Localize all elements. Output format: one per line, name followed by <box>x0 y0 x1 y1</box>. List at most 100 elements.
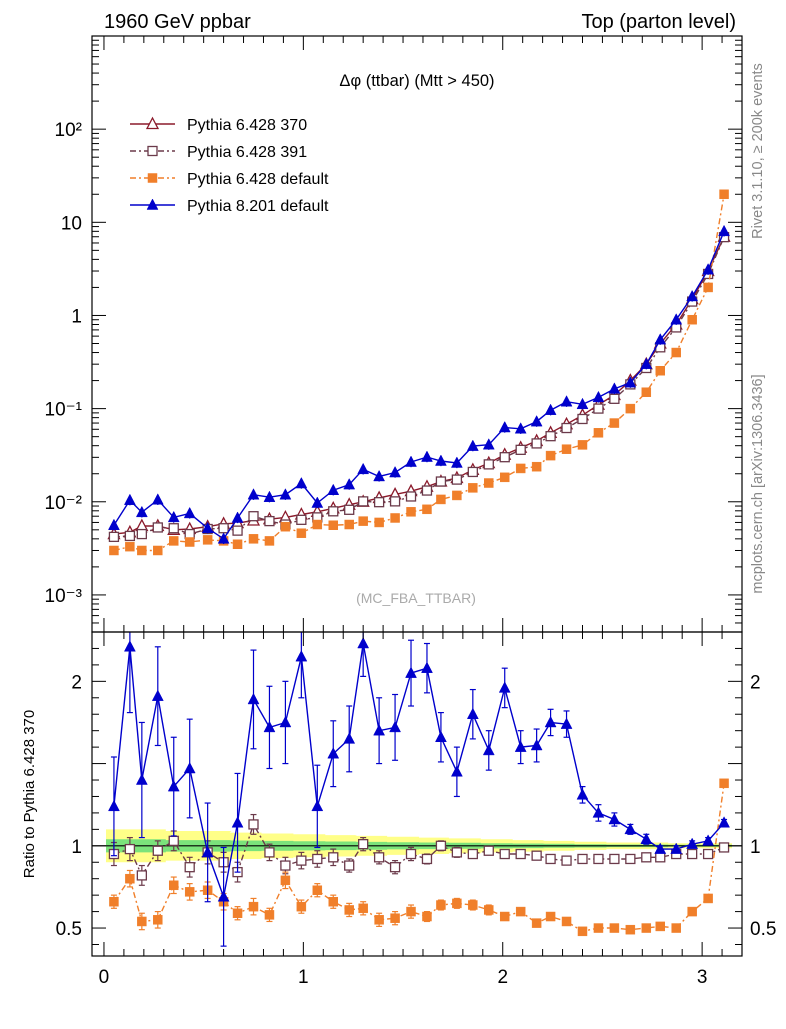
series-line <box>113 236 725 538</box>
ratio-point <box>515 848 526 860</box>
ratio-point <box>576 788 589 800</box>
ratio-point <box>544 715 557 728</box>
data-point <box>248 534 259 544</box>
data-point <box>482 438 495 450</box>
ratio-point <box>374 915 384 925</box>
data-point <box>136 528 147 540</box>
data-point <box>328 520 339 530</box>
ratio-y-tick-label: 0.5 <box>56 919 82 940</box>
ratio-point <box>358 903 368 914</box>
ratio-point <box>405 848 417 860</box>
ratio-point <box>327 747 340 759</box>
ratio-point <box>467 848 478 860</box>
ratio-point <box>687 906 697 917</box>
data-point <box>374 517 384 528</box>
ratio-point <box>184 862 195 873</box>
data-point <box>544 403 557 415</box>
data-point <box>499 452 510 463</box>
legend-marker <box>146 198 159 210</box>
data-point <box>183 506 196 519</box>
y-tick-label: 10⁻³ <box>45 586 83 607</box>
data-point <box>530 415 543 427</box>
ratio-point <box>531 850 542 861</box>
data-point <box>167 510 180 523</box>
data-point <box>248 511 259 522</box>
series-line <box>113 231 725 540</box>
ratio-point <box>217 890 230 902</box>
data-point <box>545 431 556 442</box>
ratio-point <box>328 896 339 907</box>
y-tick-label: 10² <box>55 120 82 141</box>
ratio-point <box>168 880 179 891</box>
process-label: Top (parton level) <box>581 11 736 33</box>
ratio-point <box>530 738 543 751</box>
x-tick-label: 0 <box>99 967 110 988</box>
data-point <box>247 488 260 500</box>
data-point <box>670 313 683 325</box>
y-tick-label: 10 <box>61 213 82 234</box>
data-point <box>357 462 370 475</box>
ratio-point <box>654 842 667 854</box>
ratio-point <box>280 860 291 871</box>
ratio-point <box>484 905 494 915</box>
data-point <box>124 530 136 542</box>
data-point <box>577 440 588 450</box>
data-point <box>108 531 120 543</box>
data-point <box>358 496 369 507</box>
data-point <box>421 450 433 462</box>
data-point <box>405 491 417 502</box>
data-point <box>561 422 572 434</box>
ratio-point <box>390 913 400 923</box>
data-point <box>515 444 526 455</box>
data-point <box>152 522 163 533</box>
series-line <box>113 236 725 535</box>
data-point <box>263 490 276 502</box>
data-point <box>343 478 356 490</box>
ratio-point <box>248 819 259 830</box>
ratio-point <box>670 842 683 854</box>
ratio-point <box>625 853 636 865</box>
data-point <box>593 403 604 414</box>
ratio-line <box>113 783 725 933</box>
data-point <box>264 536 275 546</box>
ratio-point <box>435 840 447 851</box>
ratio-point <box>671 923 681 933</box>
ratio-point <box>405 666 417 678</box>
rivet-label: Rivet 3.1.10, ≥ 200k events <box>750 63 766 239</box>
data-point <box>560 395 573 407</box>
data-point <box>609 418 620 428</box>
ratio-point <box>609 853 620 865</box>
data-point <box>702 263 715 275</box>
ratio-point <box>264 910 275 920</box>
ratio-line <box>113 643 725 900</box>
x-tick-label: 3 <box>697 967 708 988</box>
data-point <box>201 521 214 533</box>
ratio-point <box>183 761 196 774</box>
ratio-point <box>248 901 259 912</box>
ratio-point <box>201 845 214 858</box>
legend-entry: Pythia 6.428 default <box>187 171 329 188</box>
data-point <box>125 541 135 552</box>
ratio-point <box>280 875 291 886</box>
data-point <box>373 497 385 508</box>
ratio-point <box>609 923 620 933</box>
ratio-point <box>450 765 463 777</box>
ratio-point <box>718 842 730 853</box>
data-point <box>561 444 572 454</box>
analysis-watermark: (MC_FBA_TTBAR) <box>356 590 476 606</box>
ratio-point <box>373 724 386 736</box>
ratio-series-0 <box>108 813 730 886</box>
ratio-point <box>482 743 495 756</box>
ratio-point <box>328 852 339 863</box>
data-point <box>686 289 699 302</box>
data-point <box>312 519 323 530</box>
ratio-point <box>344 905 354 915</box>
ratio-point <box>641 852 652 863</box>
data-point <box>202 535 213 545</box>
series-line <box>113 194 725 552</box>
ratio-point <box>184 887 195 897</box>
ratio-point <box>499 848 510 860</box>
ratio-point <box>468 900 478 910</box>
ratio-point <box>703 893 713 904</box>
ratio-point <box>312 853 323 865</box>
